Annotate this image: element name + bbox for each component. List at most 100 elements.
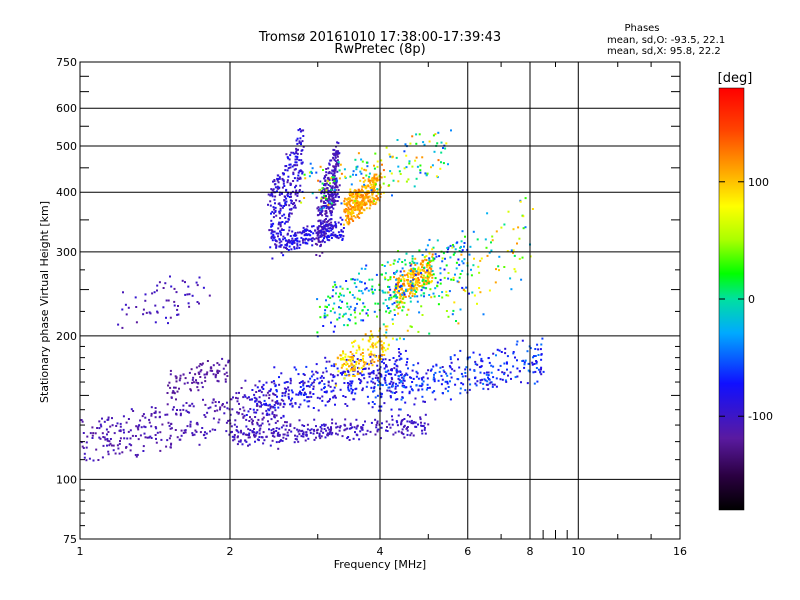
echo-point <box>265 381 268 384</box>
echo-point <box>375 194 378 197</box>
echo-point <box>495 377 498 380</box>
echo-point <box>329 159 332 162</box>
echo-point <box>358 438 361 441</box>
echo-point <box>345 358 348 361</box>
echo-point <box>347 371 350 373</box>
echo-point <box>410 267 413 270</box>
echo-point <box>439 272 442 275</box>
echo-point <box>224 380 227 383</box>
echo-point <box>421 432 424 435</box>
echo-point <box>354 311 356 314</box>
echo-point <box>406 313 409 316</box>
echo-point <box>431 274 434 276</box>
echo-point <box>137 428 140 431</box>
echo-point <box>456 280 459 283</box>
echo-point <box>170 285 173 288</box>
y-tick-label: 200 <box>56 330 77 343</box>
echo-point <box>427 369 430 372</box>
echo-point <box>342 294 345 297</box>
echo-point <box>371 342 374 345</box>
echo-point <box>465 286 468 289</box>
echo-point <box>411 369 414 372</box>
echo-point <box>302 241 305 244</box>
echo-point <box>114 452 117 455</box>
echo-point <box>286 233 289 236</box>
echo-point <box>365 201 368 204</box>
echo-point <box>262 416 265 419</box>
echo-point <box>396 260 399 263</box>
echo-point <box>299 184 302 187</box>
echo-point <box>478 287 481 289</box>
echo-point <box>371 192 374 195</box>
echo-point <box>292 151 295 154</box>
echo-point <box>445 372 448 375</box>
echo-point <box>463 258 466 261</box>
echo-point <box>441 392 444 394</box>
echo-point <box>356 373 359 376</box>
echo-point <box>346 287 349 290</box>
echo-point <box>407 272 409 275</box>
echo-point <box>431 255 434 258</box>
echo-point <box>449 358 452 361</box>
echo-point <box>292 239 295 242</box>
echo-point <box>398 375 401 378</box>
echo-point <box>295 239 297 241</box>
echo-point <box>414 263 417 266</box>
echo-point <box>262 442 265 445</box>
echo-point <box>204 415 207 418</box>
echo-point <box>383 402 386 405</box>
echo-point <box>487 374 490 377</box>
echo-point <box>270 432 273 435</box>
echo-point <box>370 189 373 192</box>
echo-point <box>312 407 315 409</box>
echo-point <box>297 171 300 174</box>
echo-point <box>325 198 327 201</box>
echo-point <box>474 363 477 366</box>
echo-point <box>397 303 400 306</box>
echo-point <box>263 403 266 406</box>
echo-point <box>388 359 391 361</box>
echo-point <box>410 289 413 292</box>
echo-point <box>441 366 444 368</box>
echo-point <box>539 370 542 373</box>
echo-point <box>251 389 254 391</box>
echo-point <box>266 391 269 394</box>
echo-point <box>518 237 521 240</box>
echo-point <box>134 454 137 456</box>
echo-point <box>377 409 380 412</box>
echo-point <box>271 189 274 192</box>
echo-point <box>344 353 347 356</box>
echo-point <box>362 355 365 357</box>
echo-point <box>246 433 249 436</box>
echo-point <box>277 227 280 230</box>
echo-point <box>85 441 88 444</box>
echo-point <box>316 428 319 431</box>
echo-point <box>287 393 290 396</box>
echo-point <box>540 343 543 346</box>
echo-point <box>330 206 333 209</box>
echo-point <box>436 285 439 288</box>
echo-point <box>361 199 364 202</box>
echo-point <box>324 202 327 205</box>
echo-point <box>337 237 340 240</box>
echo-point <box>284 391 287 394</box>
echo-point <box>417 278 420 281</box>
echo-point <box>396 370 399 373</box>
echo-point <box>344 424 347 427</box>
echo-point <box>430 268 433 271</box>
echo-point <box>140 426 143 429</box>
echo-point <box>473 369 476 372</box>
echo-point <box>410 419 413 422</box>
echo-point <box>206 360 209 362</box>
echo-point <box>325 171 328 174</box>
echo-point <box>150 437 153 439</box>
echo-point <box>268 397 271 400</box>
echo-point <box>287 167 290 170</box>
echo-point <box>335 225 338 227</box>
echo-point <box>405 363 408 366</box>
echo-point <box>289 163 292 166</box>
echo-point <box>285 437 288 440</box>
echo-point <box>367 339 370 342</box>
echo-point <box>344 373 347 376</box>
echo-point <box>350 382 353 385</box>
